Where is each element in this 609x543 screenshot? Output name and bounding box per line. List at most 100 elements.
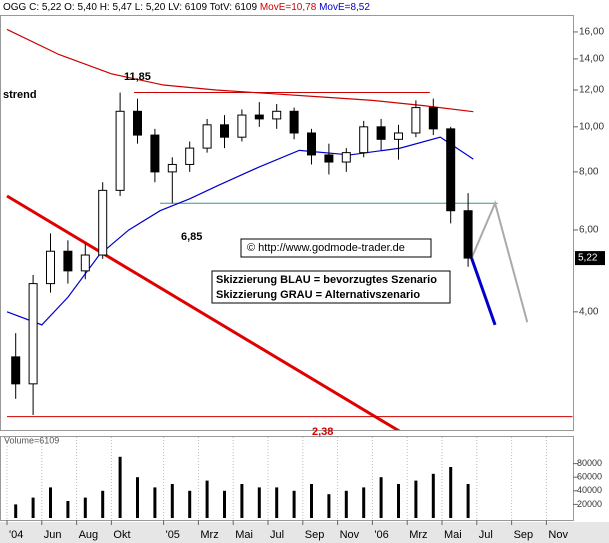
annotation: Skizzierung GRAU = Alternativszenario: [216, 289, 420, 301]
volume-bar: [257, 487, 261, 518]
trend-line: [470, 257, 497, 326]
x-tick-label: Okt: [113, 529, 130, 541]
x-tick-label: Nov: [340, 529, 360, 541]
x-tick-label: Mrz: [409, 529, 427, 541]
y-tick-label: 16,00: [579, 27, 604, 38]
volume-bar: [431, 473, 435, 518]
x-tick-label: Mai: [235, 529, 253, 541]
candle-body: [98, 189, 108, 256]
candle-body: [220, 124, 229, 138]
candle-body: [359, 126, 369, 154]
last-price-tag: [575, 251, 605, 266]
volume-bar: [223, 490, 226, 518]
header: OGG C: 5,22 O: 5,40 H: 5,47 L: 5,20 LV: …: [3, 2, 370, 13]
y-tick-label: 12,00: [579, 85, 604, 96]
x-tick-label: Nov: [548, 529, 568, 541]
moving-average: [6, 136, 474, 326]
candle-body: [446, 128, 456, 212]
volume-bar: [31, 497, 35, 518]
header-ma1: MovE=10,78: [260, 2, 317, 13]
last-price-label: 5,22: [578, 253, 598, 264]
y-tick-label: 10,00: [579, 121, 604, 132]
volume-bar: [449, 467, 453, 518]
volume-bar: [66, 501, 70, 518]
header-ma2: MovE=8,52: [319, 2, 370, 13]
copyright: © http://www.godmode-trader.de: [247, 242, 405, 254]
volume-title: Volume=6109: [4, 435, 59, 445]
candle-body: [307, 132, 316, 156]
volume-bar: [292, 490, 296, 518]
y-tick-label: 60000: [577, 472, 602, 482]
x-tick-label: '04: [9, 529, 23, 541]
candle-body: [115, 110, 125, 191]
candle-body: [289, 110, 299, 134]
header-info: OGG C: 5,22 O: 5,40 H: 5,47 L: 5,20 LV: …: [3, 2, 257, 13]
y-tick-label: 8,00: [579, 167, 599, 178]
candle-body: [341, 152, 351, 163]
candle-body: [254, 114, 264, 120]
candle-body: [11, 356, 21, 385]
legend-box: [211, 270, 451, 304]
volume-bar: [466, 484, 470, 518]
candle-body: [463, 210, 473, 259]
y-tick-label: 6,00: [579, 225, 599, 236]
x-tick-label: Mai: [444, 529, 462, 541]
volume-bar: [414, 480, 418, 518]
candle-body: [394, 132, 403, 140]
volume-bar: [118, 456, 122, 518]
moving-average: [6, 28, 474, 113]
price-plot: [6, 28, 573, 430]
volume-bar: [136, 477, 139, 518]
candle-body: [411, 107, 421, 134]
candle-body: [202, 124, 212, 149]
annotation: Skizzierung BLAU = bevorzugtes Szenario: [216, 274, 437, 286]
axes: 4,00 6,00 8,00 10,00 12,00 14,00 16,00 20000 400…: [6, 27, 605, 541]
volume-bar: [240, 484, 244, 518]
y-tick-label: 20000: [577, 499, 602, 509]
candle-body: [324, 154, 334, 163]
y-tick-label: 80000: [577, 458, 602, 468]
volume-panel: [0, 436, 574, 521]
volume-bar: [327, 494, 331, 518]
annotation: strend: [3, 89, 37, 101]
volume-bar: [188, 490, 192, 518]
volume-bar: [49, 487, 52, 518]
candle-body: [150, 134, 160, 173]
volume-bar: [344, 490, 348, 518]
candle-body: [272, 110, 282, 120]
candle-body: [63, 250, 73, 272]
x-tick-label: Aug: [79, 529, 99, 541]
candle-body: [133, 110, 142, 136]
trend-line: [470, 200, 529, 323]
x-tick-label: Mrz: [200, 529, 218, 541]
volume-bar: [362, 487, 366, 518]
candle-body: [185, 147, 195, 165]
x-tick-label: Jul: [479, 529, 493, 541]
annotation: 6,85: [181, 231, 202, 243]
candle-body: [167, 163, 177, 173]
x-tick-label: '05: [166, 529, 180, 541]
annotation: 11,85: [124, 71, 151, 83]
y-tick-label: 40000: [577, 485, 602, 495]
volume-bar: [205, 480, 209, 518]
volume-bar: [153, 487, 157, 518]
candle-body: [46, 250, 55, 285]
candle-body: [428, 107, 438, 130]
candle-body: [80, 254, 90, 272]
volume-bar: [170, 484, 174, 518]
volume-bar: [83, 497, 87, 518]
annotation: 2,38: [312, 426, 333, 438]
x-axis-band: [0, 522, 609, 543]
volume-bar: [101, 490, 105, 518]
price-panel: [0, 15, 574, 431]
trend-line: [6, 194, 401, 430]
x-tick-label: Jun: [44, 529, 62, 541]
x-tick-label: '06: [374, 529, 388, 541]
volume-plot: [14, 456, 470, 518]
volume-bar: [14, 504, 18, 518]
y-tick-label: 4,00: [579, 306, 599, 317]
x-tick-label: Sep: [514, 529, 534, 541]
volume-bar: [275, 487, 279, 518]
x-tick-label: Sep: [305, 529, 325, 541]
